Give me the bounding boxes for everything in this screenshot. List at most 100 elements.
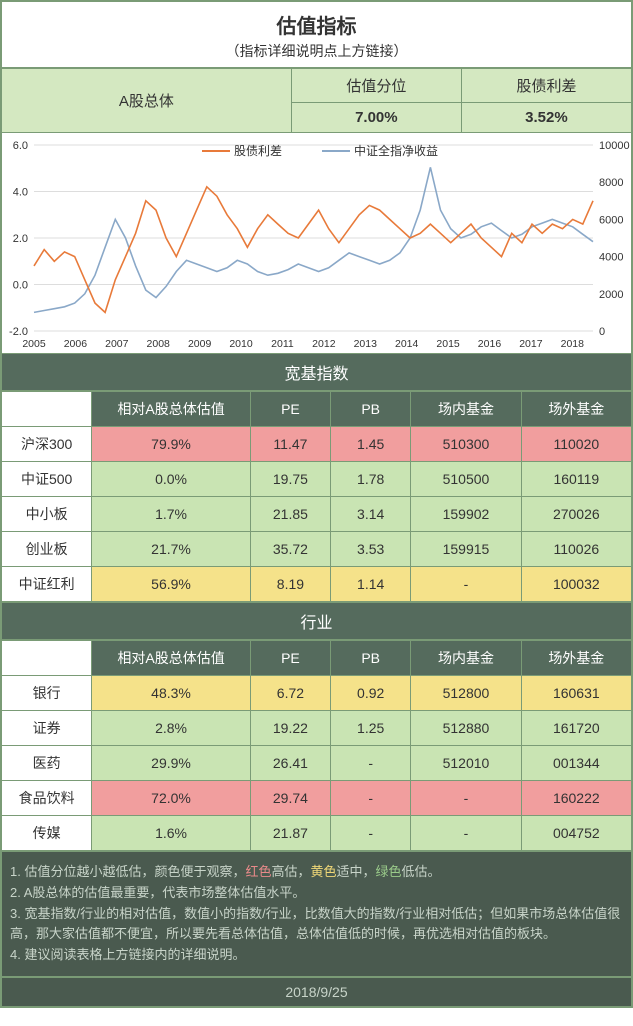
data-cell: 512880 bbox=[411, 711, 521, 746]
row-label: 证券 bbox=[2, 711, 92, 746]
data-cell: - bbox=[411, 567, 521, 602]
note-line: 1. 估值分位越小越低估，颜色便于观察，红色高估，黄色适中，绿色低估。 bbox=[10, 862, 623, 883]
data-cell: 11.47 bbox=[250, 427, 330, 462]
row-label: 传媒 bbox=[2, 816, 92, 851]
svg-text:2016: 2016 bbox=[478, 338, 502, 350]
svg-text:2014: 2014 bbox=[395, 338, 419, 350]
svg-text:2013: 2013 bbox=[354, 338, 378, 350]
page-title: 估值指标 bbox=[2, 10, 631, 39]
data-cell: 159915 bbox=[411, 532, 521, 567]
data-cell: 26.41 bbox=[250, 746, 330, 781]
data-cell: 004752 bbox=[521, 816, 631, 851]
row-label: 中小板 bbox=[2, 497, 92, 532]
valuation-percentile-value: 7.00% bbox=[291, 103, 461, 133]
data-cell: 8.19 bbox=[250, 567, 330, 602]
data-cell: 1.78 bbox=[331, 462, 411, 497]
valuation-percentile-label: 估值分位 bbox=[291, 69, 461, 103]
chart-svg: -2.00.02.04.06.0020004000600080001000020… bbox=[2, 133, 633, 353]
svg-text:2.0: 2.0 bbox=[13, 233, 28, 245]
col-header: 场内基金 bbox=[411, 392, 521, 427]
row-label: 食品饮料 bbox=[2, 781, 92, 816]
data-cell: 21.7% bbox=[92, 532, 251, 567]
svg-text:2017: 2017 bbox=[519, 338, 543, 350]
col-header: PB bbox=[331, 392, 411, 427]
data-cell: 19.22 bbox=[250, 711, 330, 746]
data-cell: 3.53 bbox=[331, 532, 411, 567]
data-cell: 1.6% bbox=[92, 816, 251, 851]
data-cell: 1.14 bbox=[331, 567, 411, 602]
svg-text:4000: 4000 bbox=[599, 252, 623, 264]
svg-text:10000: 10000 bbox=[599, 140, 630, 152]
svg-text:6000: 6000 bbox=[599, 214, 623, 226]
data-cell: 35.72 bbox=[250, 532, 330, 567]
data-cell: - bbox=[331, 781, 411, 816]
data-cell: 21.85 bbox=[250, 497, 330, 532]
equity-bond-spread-label: 股债利差 bbox=[461, 69, 631, 103]
notes-section: 1. 估值分位越小越低估，颜色便于观察，红色高估，黄色适中，绿色低估。2. A股… bbox=[1, 851, 632, 977]
header: 估值指标 （指标详细说明点上方链接） bbox=[1, 1, 632, 68]
data-cell: 159902 bbox=[411, 497, 521, 532]
row-label: 沪深300 bbox=[2, 427, 92, 462]
col-header bbox=[2, 641, 92, 676]
line-chart: -2.00.02.04.06.0020004000600080001000020… bbox=[1, 133, 632, 353]
data-cell: 110020 bbox=[521, 427, 631, 462]
data-cell: 160119 bbox=[521, 462, 631, 497]
data-cell: 2.8% bbox=[92, 711, 251, 746]
data-cell: 512010 bbox=[411, 746, 521, 781]
svg-text:2010: 2010 bbox=[229, 338, 253, 350]
col-header: 相对A股总体估值 bbox=[92, 392, 251, 427]
col-header: PE bbox=[250, 641, 330, 676]
data-cell: 160631 bbox=[521, 676, 631, 711]
data-cell: 79.9% bbox=[92, 427, 251, 462]
col-header: 场内基金 bbox=[411, 641, 521, 676]
data-cell: 19.75 bbox=[250, 462, 330, 497]
data-cell: 512800 bbox=[411, 676, 521, 711]
svg-text:6.0: 6.0 bbox=[13, 140, 28, 152]
col-header: PB bbox=[331, 641, 411, 676]
data-cell: 0.0% bbox=[92, 462, 251, 497]
col-header: 相对A股总体估值 bbox=[92, 641, 251, 676]
row-label: 中证500 bbox=[2, 462, 92, 497]
svg-text:0.0: 0.0 bbox=[13, 280, 28, 292]
svg-text:0: 0 bbox=[599, 326, 605, 338]
data-cell: 48.3% bbox=[92, 676, 251, 711]
svg-text:2018: 2018 bbox=[561, 338, 585, 350]
svg-text:2006: 2006 bbox=[64, 338, 88, 350]
svg-text:2007: 2007 bbox=[105, 338, 129, 350]
svg-text:中证全指净收益: 中证全指净收益 bbox=[354, 143, 438, 158]
svg-text:2012: 2012 bbox=[312, 338, 336, 350]
svg-text:-2.0: -2.0 bbox=[9, 326, 28, 338]
svg-text:2008: 2008 bbox=[147, 338, 171, 350]
tables-host: 宽基指数相对A股总体估值PEPB场内基金场外基金沪深30079.9%11.471… bbox=[1, 353, 632, 851]
data-cell: 1.7% bbox=[92, 497, 251, 532]
col-header: PE bbox=[250, 392, 330, 427]
svg-text:2009: 2009 bbox=[188, 338, 212, 350]
data-cell: 0.92 bbox=[331, 676, 411, 711]
data-cell: - bbox=[331, 816, 411, 851]
svg-text:2011: 2011 bbox=[271, 338, 294, 350]
row-label: 医药 bbox=[2, 746, 92, 781]
data-cell: 56.9% bbox=[92, 567, 251, 602]
data-cell: 29.9% bbox=[92, 746, 251, 781]
svg-text:2015: 2015 bbox=[436, 338, 460, 350]
note-line: 4. 建议阅读表格上方链接内的详细说明。 bbox=[10, 945, 623, 966]
data-cell: 100032 bbox=[521, 567, 631, 602]
data-cell: - bbox=[411, 781, 521, 816]
data-cell: 110026 bbox=[521, 532, 631, 567]
data-cell: 161720 bbox=[521, 711, 631, 746]
top-metrics-table: A股总体 估值分位 股债利差 7.00% 3.52% bbox=[1, 68, 632, 133]
data-table-0: 相对A股总体估值PEPB场内基金场外基金沪深30079.9%11.471.455… bbox=[1, 391, 632, 602]
data-cell: - bbox=[411, 816, 521, 851]
date-row: 2018/9/25 bbox=[1, 977, 632, 1007]
col-header bbox=[2, 392, 92, 427]
data-cell: 510500 bbox=[411, 462, 521, 497]
note-line: 3. 宽基指数/行业的相对估值，数值小的指数/行业，比数值大的指数/行业相对低估… bbox=[10, 904, 623, 946]
data-cell: 510300 bbox=[411, 427, 521, 462]
section-title-1: 行业 bbox=[1, 602, 632, 640]
row-label: 中证红利 bbox=[2, 567, 92, 602]
note-line: 2. A股总体的估值最重要，代表市场整体估值水平。 bbox=[10, 883, 623, 904]
data-cell: 001344 bbox=[521, 746, 631, 781]
svg-text:股债利差: 股债利差 bbox=[234, 144, 282, 158]
row-label: 创业板 bbox=[2, 532, 92, 567]
data-cell: 3.14 bbox=[331, 497, 411, 532]
